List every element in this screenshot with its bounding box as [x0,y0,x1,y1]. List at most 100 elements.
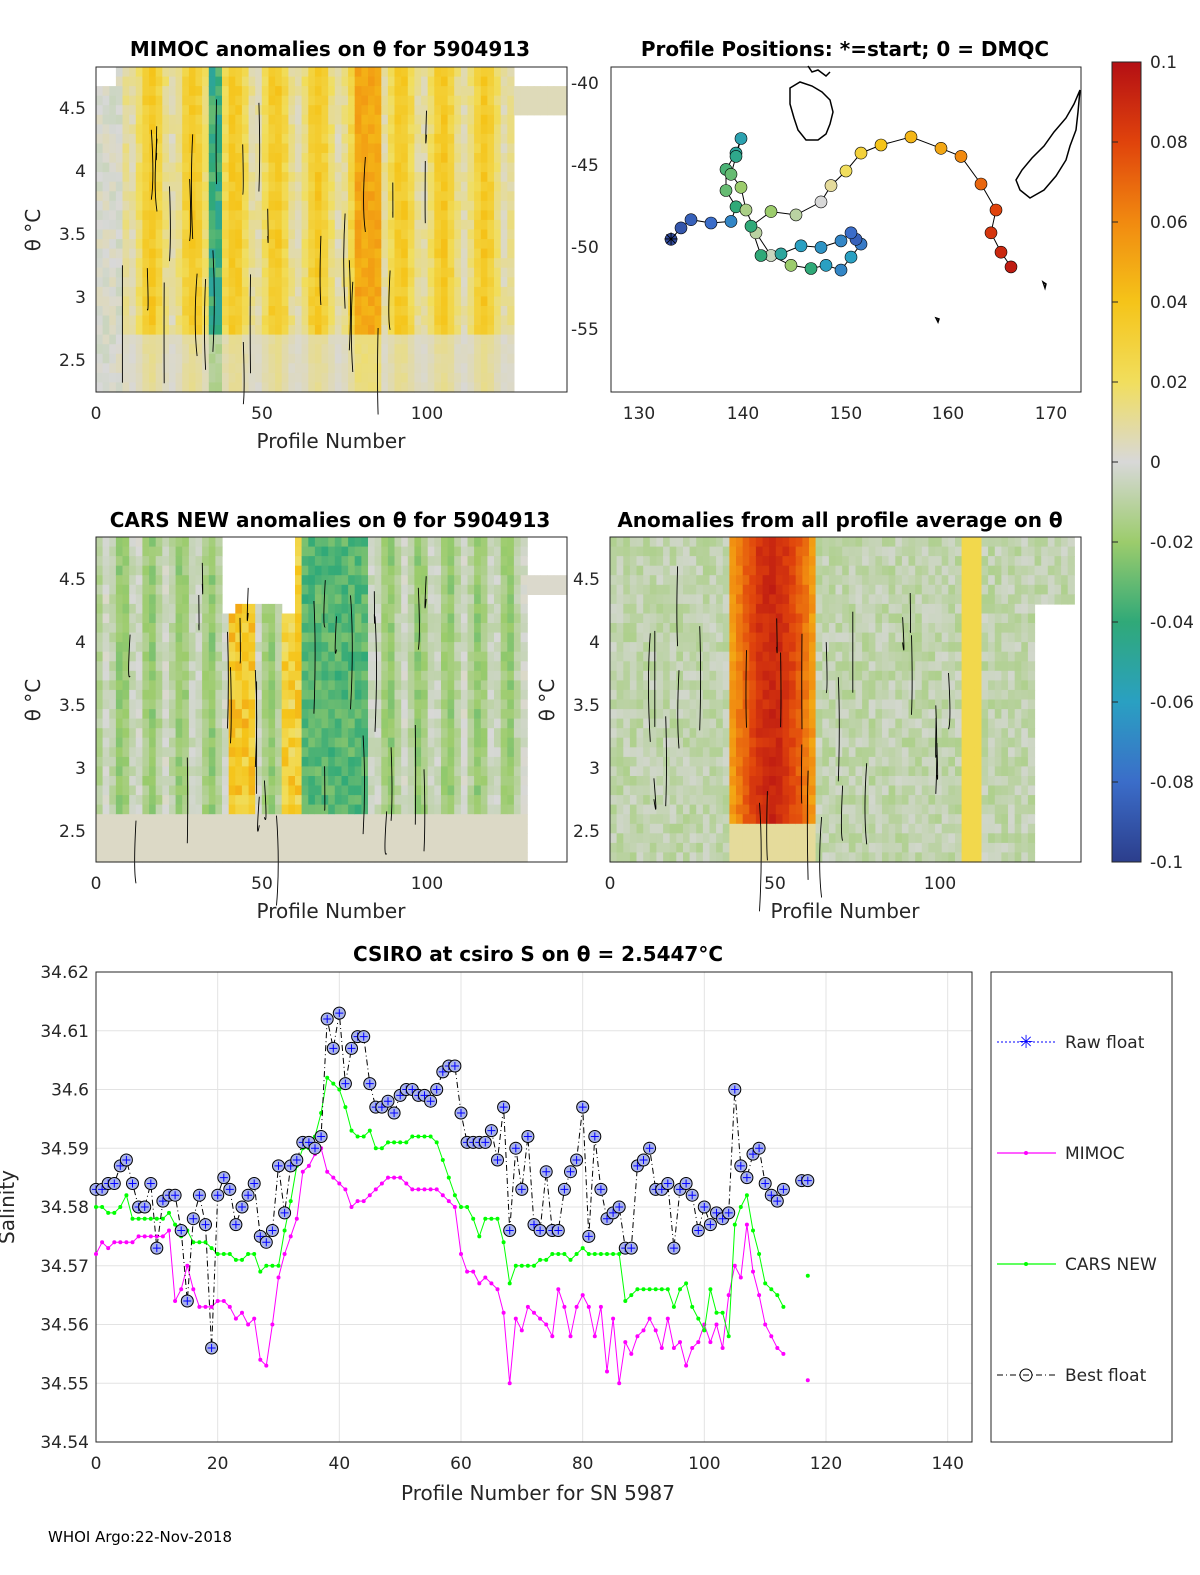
heatmap-cell [241,623,250,634]
heatmap-cell [188,603,197,615]
heatmap-cell [268,680,276,691]
heatmap-cell [308,642,316,653]
heatmap-cell [354,200,362,211]
heatmap-cell [142,133,150,145]
heatmap-cell [663,718,671,729]
heatmap-cell [208,277,216,288]
heatmap-cell [182,603,190,615]
heatmap-cell [281,718,289,729]
heatmap-cell [460,229,469,240]
heatmap-cell [241,353,250,364]
heatmap-cell [702,709,711,720]
heatmap-cell [202,124,210,135]
heatmap-cell [288,114,296,125]
heatmap-cell [169,776,177,787]
heatmap-cell [474,814,482,825]
heatmap-cell [513,747,522,758]
heatmap-cell [421,737,429,748]
heatmap-cell [441,537,449,548]
heatmap-cell [361,382,369,393]
heatmap-cell [507,651,515,662]
heatmap-cell [222,842,230,854]
heatmap-cell [500,747,508,758]
heatmap-cell [447,804,455,815]
heatmap-cell [441,642,449,653]
heatmap-cell [407,86,415,97]
new-zealand-coastline [1015,89,1081,199]
heatmap-cell [487,210,495,221]
heatmap-cell [122,565,130,576]
y-tick-label: 3 [75,288,86,308]
heatmap-cell [480,804,488,815]
heatmap-cell [447,248,455,259]
heatmap-cell [288,258,296,269]
heatmap-cell [202,353,210,364]
heatmap-cell [368,277,376,288]
heatmap-cell [494,651,502,662]
heatmap-cell [308,728,316,739]
heatmap-cell [175,776,183,787]
heatmap-cell [507,584,515,595]
heatmap-cell [275,776,283,787]
heatmap-cell [248,363,256,374]
heatmap-cell [513,584,522,595]
heatmap-cell [427,114,435,125]
heatmap-cell [394,286,402,298]
heatmap-cell [354,537,362,548]
heatmap-cell [441,776,449,787]
heatmap-cell [202,565,210,576]
heatmap-cell [507,776,515,787]
heatmap-cell [663,546,671,557]
heatmap-cell [354,680,362,691]
heatmap-cell [454,286,462,298]
heatmap-cell [507,334,515,345]
heatmap-cell [195,785,203,796]
heatmap-cell [460,680,469,691]
heatmap-cell [228,248,236,259]
heatmap-cell [480,795,488,806]
heatmap-cell [629,584,638,595]
heatmap-cell [500,181,508,192]
heatmap-cell [427,766,435,777]
heatmap-cell [228,229,236,240]
heatmap-cell [228,833,236,844]
heatmap-cell [175,747,183,758]
heatmap-cell [480,248,488,259]
heatmap-cell [169,737,177,748]
heatmap-cell [361,191,369,202]
heatmap-cell [447,114,455,125]
heatmap-cell [520,613,528,624]
heatmap-cell [629,594,638,605]
heatmap-cell [155,191,163,202]
heatmap-cell [215,67,223,78]
heatmap-cell [195,747,203,758]
heatmap-cell [109,546,117,557]
heatmap-cell [314,153,323,164]
mimoc-heatmap-cells [96,67,568,415]
heatmap-cell [308,814,316,825]
heatmap-cell [96,613,104,624]
heatmap-cell [268,651,276,662]
heatmap-cell [169,584,177,595]
heatmap-cell [115,353,124,364]
heatmap-cell [122,382,130,393]
heatmap-cell [467,699,475,710]
heatmap-cell [500,372,508,384]
heatmap-cell [275,747,283,758]
heatmap-cell [129,133,137,145]
heatmap-cell [241,699,250,710]
heatmap-cell [222,795,230,806]
heatmap-cell [122,172,130,183]
heatmap-cell [394,105,402,116]
heatmap-cell [387,785,396,796]
heatmap-cell [447,776,455,787]
heatmap-cell [275,277,283,288]
heatmap-cell [195,689,203,701]
heatmap-cell [208,699,216,710]
heatmap-cell [268,661,276,672]
heatmap-cell [414,181,422,192]
heatmap-cell [663,623,671,634]
heatmap-cell [261,804,269,815]
heatmap-cell [702,661,711,672]
heatmap-cell [208,86,216,97]
